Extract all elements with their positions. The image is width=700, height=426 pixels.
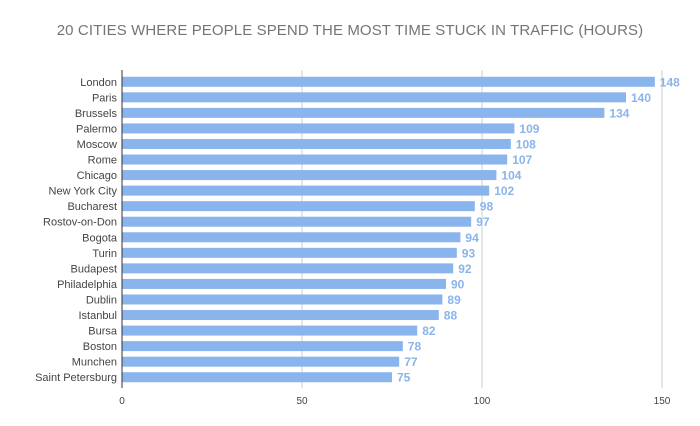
x-tick-label: 0: [119, 396, 125, 407]
category-label: Rome: [88, 155, 117, 167]
bar: [122, 232, 461, 243]
bar: [122, 278, 446, 289]
category-label: Paris: [92, 92, 118, 104]
bar: [122, 341, 403, 352]
data-label: 140: [631, 91, 651, 105]
chart-title: 20 CITIES WHERE PEOPLE SPEND THE MOST TI…: [56, 22, 644, 39]
x-tick-label: 150: [654, 396, 671, 407]
bar: [122, 185, 490, 196]
category-label: Rostov-on-Don: [43, 217, 117, 229]
category-label: Turin: [92, 248, 117, 260]
bar: [122, 356, 400, 367]
data-label: 134: [609, 106, 629, 120]
bar: [122, 154, 508, 165]
bar: [122, 325, 418, 336]
category-label: Istanbul: [78, 310, 117, 322]
category-label: Bogota: [82, 232, 118, 244]
data-label: 88: [444, 309, 458, 323]
category-label: Munchen: [72, 357, 117, 369]
category-label: Bursa: [88, 326, 118, 338]
data-label: 82: [422, 324, 436, 338]
bar: [122, 201, 475, 212]
bar: [122, 372, 392, 383]
data-label: 97: [476, 215, 490, 229]
data-label: 108: [516, 137, 536, 151]
data-label: 93: [462, 246, 476, 260]
bar: [122, 294, 443, 305]
category-label: Philadelphia: [57, 279, 118, 291]
data-label: 78: [408, 340, 422, 354]
data-label: 90: [451, 277, 465, 291]
category-label: Palermo: [76, 123, 117, 135]
category-label: Bucharest: [67, 201, 117, 213]
data-label: 102: [494, 184, 514, 198]
bar: [122, 247, 457, 258]
data-label: 75: [397, 371, 411, 385]
data-label: 94: [465, 231, 479, 245]
bar: [122, 123, 515, 134]
category-label: Dublin: [86, 294, 117, 306]
bar: [122, 76, 655, 87]
category-label: Moscow: [77, 139, 117, 151]
category-label: Budapest: [71, 263, 117, 275]
x-tick-label: 50: [296, 396, 308, 407]
bar: [122, 170, 497, 181]
data-label: 89: [447, 293, 461, 307]
data-label: 98: [480, 200, 494, 214]
bar: [122, 216, 472, 227]
bar: [122, 138, 511, 149]
data-label: 104: [501, 169, 521, 183]
category-label: London: [80, 77, 117, 89]
data-label: 107: [512, 153, 532, 167]
bar: [122, 310, 439, 321]
category-label: Saint Petersburg: [35, 372, 117, 384]
category-label: New York City: [49, 186, 118, 198]
data-label: 109: [519, 122, 539, 136]
category-label: Chicago: [77, 170, 117, 182]
category-label: Brussels: [75, 108, 118, 120]
category-label: Boston: [83, 341, 117, 353]
bar: [122, 107, 605, 118]
x-tick-label: 100: [474, 396, 491, 407]
data-label: 77: [404, 355, 418, 369]
bar: [122, 263, 454, 274]
data-label: 92: [458, 262, 472, 276]
bar: [122, 92, 626, 103]
data-label: 148: [660, 75, 680, 89]
